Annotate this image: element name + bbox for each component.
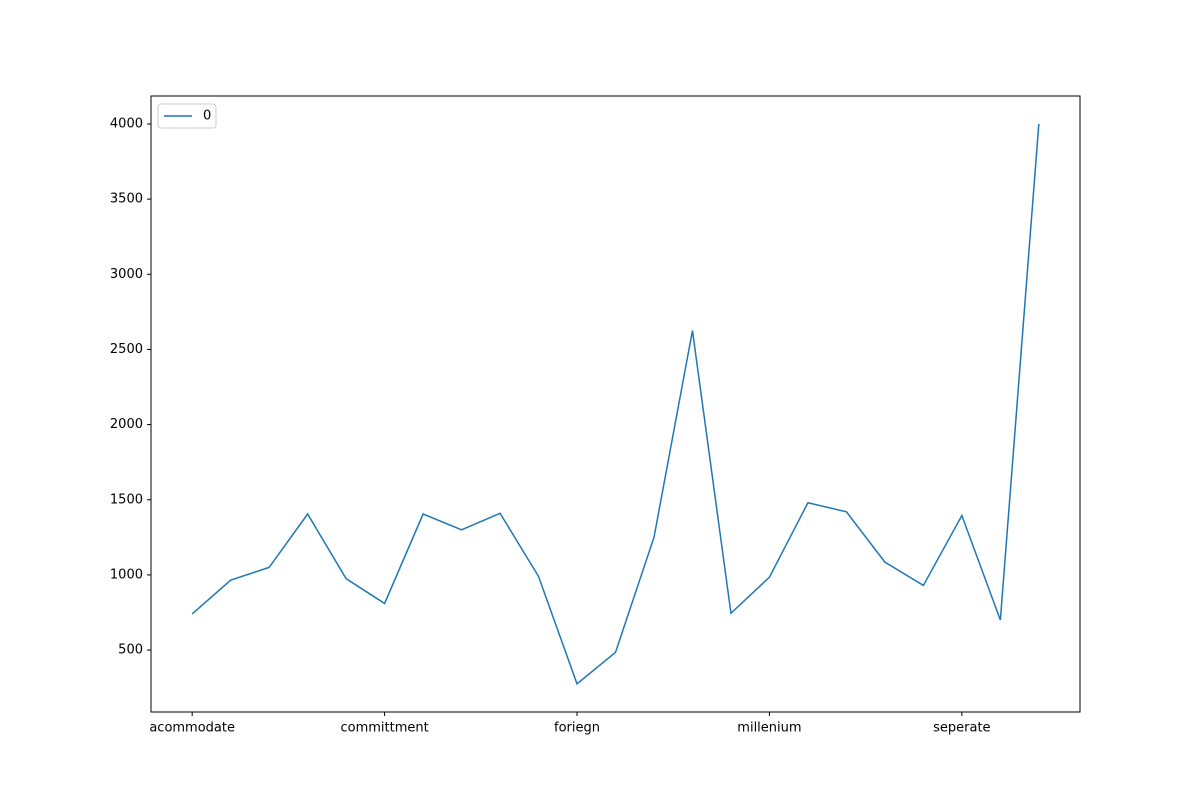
y-tick-label: 1500 [110,492,143,507]
y-tick-label: 3500 [110,192,143,207]
legend-label: 0 [203,109,211,124]
y-tick-label: 4000 [110,116,143,131]
y-tick-label: 2000 [110,417,143,432]
x-tick-label: committment [340,721,428,736]
y-tick-label: 3000 [110,267,143,282]
x-tick-label: acommodate [149,721,235,736]
x-tick-label: millenium [737,721,801,736]
y-tick-label: 2500 [110,342,143,357]
y-tick-label: 500 [118,643,143,658]
x-tick-label: foriegn [554,721,600,736]
x-tick-label: seperate [933,721,990,736]
plot-frame [150,95,1081,713]
y-tick-label: 1000 [110,567,143,582]
line-series [191,123,1040,686]
